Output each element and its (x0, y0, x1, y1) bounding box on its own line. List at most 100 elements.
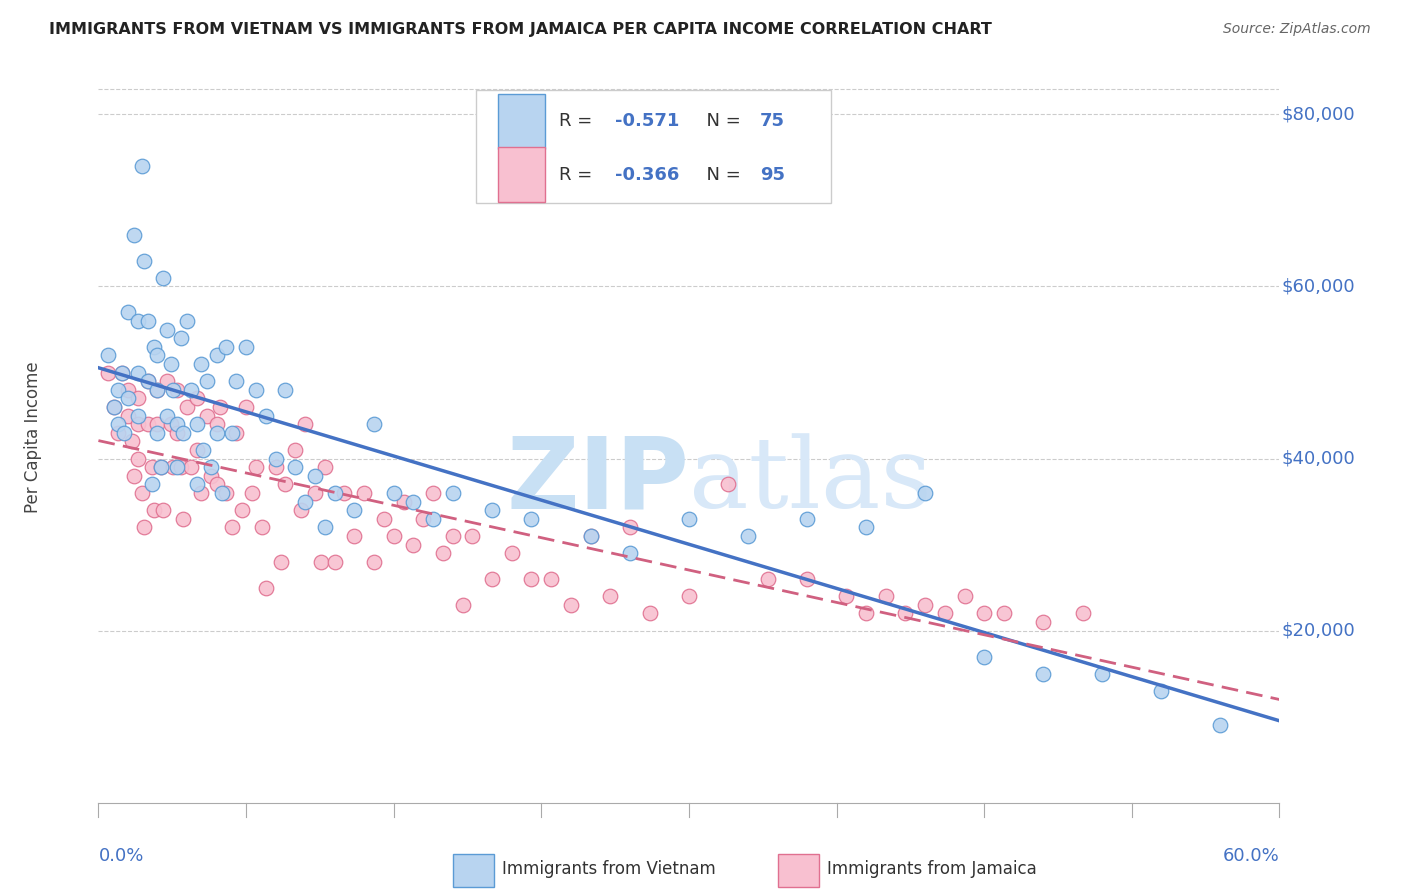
Point (142, 340, 165, 354)
Point (579, 529, 602, 543)
Point (678, 589, 700, 603)
Point (215, 340, 238, 354)
Text: R =: R = (560, 112, 603, 130)
Point (131, 486, 153, 500)
Point (111, 366, 134, 380)
Point (382, 486, 405, 500)
Point (290, 503, 312, 517)
Point (953, 589, 976, 603)
Point (382, 529, 405, 543)
Text: -0.571: -0.571 (614, 112, 679, 130)
Point (97, 348, 120, 362)
Text: N =: N = (695, 112, 747, 130)
Text: $40,000: $40,000 (1282, 450, 1355, 467)
Point (166, 425, 188, 440)
Point (97, 366, 120, 380)
Point (422, 512, 444, 526)
Point (245, 383, 267, 397)
Point (619, 546, 641, 560)
Point (274, 477, 297, 491)
Point (127, 366, 149, 380)
Point (796, 512, 818, 526)
Point (756, 572, 779, 586)
Point (150, 460, 173, 475)
Text: $20,000: $20,000 (1282, 622, 1355, 640)
FancyBboxPatch shape (477, 90, 831, 203)
Point (520, 512, 543, 526)
Point (737, 529, 759, 543)
Point (186, 417, 208, 432)
Point (323, 486, 346, 500)
Text: Immigrants from Jamaica: Immigrants from Jamaica (827, 860, 1036, 878)
Point (191, 442, 214, 457)
Point (451, 598, 474, 612)
Point (156, 374, 179, 388)
Point (619, 520, 641, 534)
Point (186, 442, 208, 457)
Point (235, 340, 257, 354)
Point (166, 460, 188, 475)
Text: R =: R = (560, 166, 603, 184)
Point (136, 417, 159, 432)
Text: ZIP: ZIP (506, 433, 689, 530)
Point (141, 460, 163, 475)
Point (146, 417, 169, 432)
Point (150, 460, 173, 475)
Point (205, 477, 228, 491)
Point (323, 555, 346, 569)
Point (1071, 607, 1094, 621)
Point (186, 392, 208, 406)
Point (132, 253, 155, 268)
Point (127, 314, 149, 328)
Point (373, 512, 395, 526)
Point (200, 460, 222, 475)
Point (304, 468, 326, 483)
Point (205, 348, 228, 362)
Point (1091, 666, 1114, 681)
Point (127, 392, 149, 406)
Point (211, 486, 233, 500)
Point (131, 159, 153, 173)
Point (205, 425, 228, 440)
FancyBboxPatch shape (778, 854, 818, 887)
Point (973, 607, 995, 621)
Point (314, 460, 336, 475)
Point (127, 451, 149, 466)
Point (132, 520, 155, 534)
Point (402, 538, 425, 552)
Point (209, 400, 232, 414)
Point (309, 555, 332, 569)
Point (245, 460, 267, 475)
Point (894, 607, 917, 621)
Point (855, 607, 877, 621)
Point (195, 374, 218, 388)
Point (432, 546, 454, 560)
Text: Per Capita Income: Per Capita Income (24, 361, 42, 513)
Point (122, 468, 145, 483)
Point (343, 529, 366, 543)
Point (221, 425, 243, 440)
Point (914, 486, 936, 500)
Text: $60,000: $60,000 (1282, 277, 1355, 295)
Point (422, 486, 444, 500)
Point (111, 366, 134, 380)
Point (122, 227, 145, 242)
Point (170, 460, 193, 475)
Point (343, 503, 366, 517)
Text: Immigrants from Vietnam: Immigrants from Vietnam (502, 860, 716, 878)
Point (304, 486, 326, 500)
Point (221, 520, 243, 534)
Point (136, 374, 159, 388)
Point (1150, 684, 1173, 698)
Point (141, 477, 163, 491)
Point (264, 451, 287, 466)
Point (176, 400, 198, 414)
Point (166, 417, 188, 432)
Point (481, 572, 503, 586)
Point (333, 486, 356, 500)
Point (186, 477, 208, 491)
Point (599, 589, 621, 603)
Point (855, 520, 877, 534)
Point (363, 555, 385, 569)
Point (835, 589, 858, 603)
